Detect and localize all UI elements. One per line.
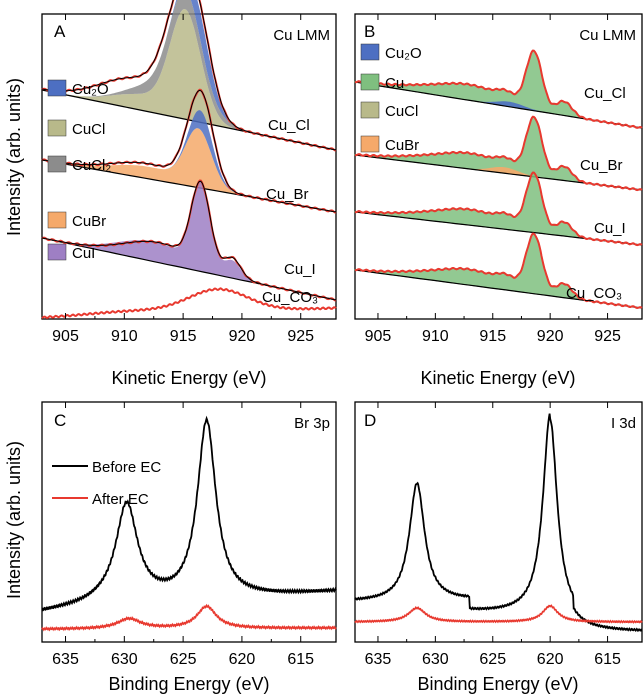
panel-d-after-ec-line: [354, 604, 643, 624]
panel-c-after-ec-line: [41, 603, 337, 632]
panel-a-component-fill: [42, 9, 336, 150]
panel-d-letter: D: [364, 411, 376, 430]
legend-label-cucl: CuCl: [72, 121, 105, 138]
panel-b-spectrum-line: [354, 49, 643, 129]
xtick-label: 615: [594, 651, 621, 668]
legend-label-cui: CuI: [72, 245, 95, 262]
legend-swatch-b-cu: [360, 73, 380, 91]
panel-a-component-fill: [42, 128, 336, 212]
xtick-label: 620: [229, 651, 256, 668]
panel-b-xticks: 905 910 915 920 925: [365, 14, 621, 345]
panel-a-title: Cu LMM: [273, 27, 330, 44]
xtick-label: 625: [170, 651, 197, 668]
panel-a-spectrum-line-co3: [41, 287, 337, 319]
panel-a-fit-line: [41, 0, 337, 151]
xtick-label: 905: [365, 328, 392, 345]
legend-swatch-cui: [47, 243, 67, 261]
panel-b-label-cu-cl: Cu_Cl: [584, 85, 626, 102]
xtick-label: 635: [365, 651, 392, 668]
panel-d-before-ec-line: [354, 413, 643, 633]
panel-b-plot: [354, 49, 643, 310]
ylabel-bottom: Intensity (arb. units): [4, 441, 24, 599]
ylabel-top: Intensity (arb. units): [4, 78, 24, 236]
panel-b-label-cu-i: Cu_I: [594, 220, 626, 237]
xtick-label: 615: [287, 651, 314, 668]
legend-label-b-cucl: CuCl: [385, 103, 418, 120]
legend-label-cu2o: Cu₂O: [72, 81, 109, 98]
legend-swatch-b-cubr: [360, 135, 380, 153]
xtick-label: 905: [52, 328, 79, 345]
panel-b-title: Cu LMM: [579, 27, 636, 44]
legend-label-before: Before EC: [92, 459, 161, 476]
panel-a-component-fill: [42, 181, 336, 300]
xtick-label: 920: [537, 328, 564, 345]
panel-a-fit-line: [41, 89, 337, 213]
panel-a-label-cu-cl: Cu_Cl: [268, 117, 310, 134]
panel-b-frame: [354, 13, 643, 320]
panel-b-legend: Cu₂O Cu CuCl CuBr: [360, 43, 422, 154]
panel-d-xlabel: Binding Energy (eV): [417, 674, 578, 694]
panel-d-frame: [354, 401, 643, 643]
xtick-label: 920: [229, 328, 256, 345]
panel-a-label-cu-br: Cu_Br: [266, 186, 309, 203]
legend-swatch-b-cu2o: [360, 43, 380, 61]
panel-c-legend: Before EC After EC: [52, 459, 161, 508]
panel-a-plot: [41, 0, 337, 319]
xtick-label: 630: [111, 651, 138, 668]
legend-swatch-b-cucl: [360, 101, 380, 119]
legend-swatch-cubr: [47, 211, 67, 229]
panel-a-legend: Cu₂O CuCl CuCl₂ CuBr CuI: [47, 79, 111, 262]
panel-b-label-cu-co3: Cu_CO₃: [566, 285, 622, 302]
xtick-label: 925: [594, 328, 621, 345]
legend-swatch-cucl: [47, 119, 67, 137]
panel-b-spectrum-line: [354, 232, 643, 310]
legend-label-b-cu: Cu: [385, 75, 404, 92]
legend-swatch-cu2o: [47, 79, 67, 97]
panel-c-xticks: 635 630 625 620 615: [52, 402, 314, 668]
panel-b-xlabel: Kinetic Energy (eV): [420, 368, 575, 388]
panel-c: C Br 3p Before EC After EC 635 630 625 620 6…: [41, 401, 337, 668]
panel-c-plot: [41, 415, 337, 632]
panel-c-before-ec-line: [41, 415, 337, 612]
legend-swatch-cucl2: [47, 155, 67, 173]
xtick-label: 910: [422, 328, 449, 345]
panel-c-xlabel: Binding Energy (eV): [108, 674, 269, 694]
legend-label-after: After EC: [92, 491, 149, 508]
panel-c-frame: [41, 401, 337, 643]
xtick-label: 625: [479, 651, 506, 668]
panel-c-letter: C: [54, 411, 66, 430]
legend-label-cucl2: CuCl₂: [72, 157, 111, 174]
panel-b: B Cu LMM Cu₂O Cu CuCl CuBr Cu_Cl Cu_Br C…: [354, 13, 643, 345]
panel-a-letter: A: [54, 22, 66, 41]
xtick-label: 620: [537, 651, 564, 668]
panel-b-label-cu-br: Cu_Br: [580, 157, 623, 174]
panel-d-plot: [354, 413, 643, 633]
panel-a-xticks: 905 910 915 920 925: [52, 14, 314, 345]
panel-b-spectrum-line: [354, 115, 643, 192]
panel-a-fit-line: [41, 180, 337, 301]
panel-a-label-cu-i: Cu_I: [284, 261, 316, 278]
xtick-label: 915: [479, 328, 506, 345]
panel-d-title: I 3d: [611, 415, 636, 432]
panel-a-component-fill: [42, 110, 336, 212]
xtick-label: 630: [422, 651, 449, 668]
panel-c-title: Br 3p: [294, 415, 330, 432]
panel-a-xlabel: Kinetic Energy (eV): [111, 368, 266, 388]
panel-b-spectrum-line: [354, 171, 643, 247]
panel-d: D I 3d 635 630 625 620 615: [354, 401, 643, 668]
xtick-label: 910: [111, 328, 138, 345]
xtick-label: 635: [52, 651, 79, 668]
panel-a-label-cu-co3: Cu_CO₃: [262, 289, 318, 306]
xtick-label: 925: [287, 328, 314, 345]
panel-d-xticks: 635 630 625 620 615: [365, 402, 621, 668]
legend-label-b-cubr: CuBr: [385, 137, 419, 154]
legend-label-b-cu2o: Cu₂O: [385, 45, 422, 62]
panel-b-letter: B: [364, 22, 375, 41]
panel-a: A Cu LMM Cu₂O CuCl CuCl₂ CuBr CuI Cu_Cl …: [41, 0, 337, 345]
legend-label-cubr: CuBr: [72, 213, 106, 230]
xtick-label: 915: [170, 328, 197, 345]
